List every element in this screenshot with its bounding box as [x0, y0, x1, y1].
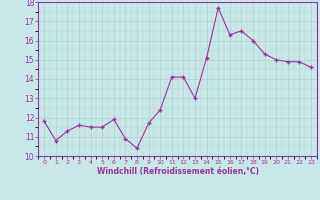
- X-axis label: Windchill (Refroidissement éolien,°C): Windchill (Refroidissement éolien,°C): [97, 167, 259, 176]
